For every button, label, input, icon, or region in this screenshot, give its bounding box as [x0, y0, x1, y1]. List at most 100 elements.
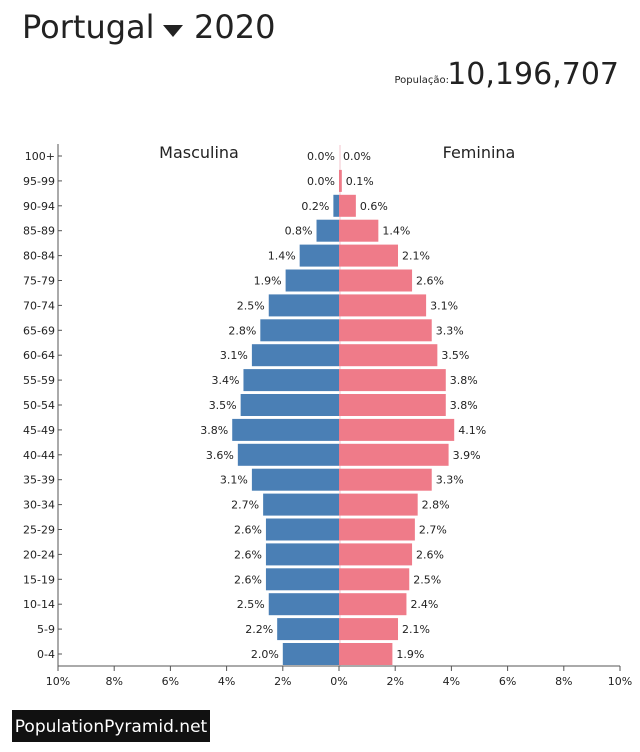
x-tick-label: 2%: [386, 675, 403, 688]
value-label: 3.8%: [450, 399, 478, 412]
x-tick-label: 0%: [330, 675, 347, 688]
bar: [265, 568, 339, 591]
value-label: 3.1%: [430, 299, 458, 312]
value-label: 0.0%: [307, 150, 335, 163]
x-tick-label: 4%: [218, 675, 235, 688]
bar: [339, 593, 407, 616]
bar: [265, 543, 339, 566]
y-tick-label: 25-29: [23, 524, 55, 537]
y-tick-label: 5-9: [37, 623, 55, 636]
bar: [339, 493, 418, 516]
value-label: 2.5%: [237, 299, 265, 312]
bar: [339, 543, 413, 566]
x-tick-label: 6%: [499, 675, 516, 688]
bar: [237, 443, 339, 466]
bar: [339, 269, 413, 292]
value-label: 1.9%: [254, 275, 282, 288]
bar: [285, 269, 339, 292]
y-tick-label: 70-74: [23, 299, 55, 312]
value-label: 2.5%: [413, 573, 441, 586]
value-label: 3.5%: [441, 349, 469, 362]
bar: [339, 244, 399, 267]
value-label: 2.6%: [234, 524, 262, 537]
value-label: 2.7%: [419, 524, 447, 537]
y-tick-label: 85-89: [23, 225, 55, 238]
bar: [260, 319, 339, 342]
y-tick-label: 60-64: [23, 349, 55, 362]
bar: [339, 518, 415, 541]
value-label: 2.5%: [237, 598, 265, 611]
value-label: 0.8%: [285, 225, 313, 238]
y-tick-label: 90-94: [23, 200, 55, 213]
x-tick-label: 8%: [555, 675, 572, 688]
bar: [316, 219, 339, 242]
value-label: 4.1%: [458, 424, 486, 437]
value-label: 2.4%: [410, 598, 438, 611]
bar: [251, 344, 339, 367]
bar: [339, 344, 438, 367]
value-label: 1.4%: [382, 225, 410, 238]
bar: [339, 618, 399, 641]
bar: [268, 593, 339, 616]
value-label: 3.4%: [212, 374, 240, 387]
value-label: 2.8%: [228, 324, 256, 337]
x-tick-label: 2%: [274, 675, 291, 688]
chart-title: Portugal: [22, 8, 155, 46]
x-tick-label: 10%: [608, 675, 632, 688]
bar: [265, 518, 339, 541]
bar: [339, 294, 427, 317]
bar: [339, 219, 379, 242]
y-tick-label: 15-19: [23, 573, 55, 586]
bar: [232, 418, 339, 441]
value-label: 2.7%: [231, 499, 259, 512]
value-label: 2.8%: [422, 499, 450, 512]
x-tick-label: 10%: [46, 675, 70, 688]
bar: [282, 643, 339, 665]
value-label: 3.8%: [200, 424, 228, 437]
value-label: 1.9%: [396, 648, 424, 661]
value-label: 0.0%: [307, 175, 335, 188]
value-label: 3.6%: [206, 449, 234, 462]
footer-badge[interactable]: [12, 710, 210, 742]
value-label: 2.6%: [416, 275, 444, 288]
y-tick-label: 20-24: [23, 548, 55, 561]
bar: [339, 194, 356, 217]
y-tick-label: 10-14: [23, 598, 55, 611]
bar: [277, 618, 339, 641]
footer-text[interactable]: PopulationPyramid.net: [15, 717, 208, 737]
bar: [299, 244, 339, 267]
bar: [339, 369, 446, 392]
value-label: 1.4%: [268, 250, 296, 263]
y-tick-label: 80-84: [23, 250, 55, 263]
bar: [339, 443, 449, 466]
bar: [339, 319, 432, 342]
y-tick-label: 30-34: [23, 499, 55, 512]
value-label: 2.6%: [416, 548, 444, 561]
bar: [339, 568, 410, 591]
bar: [339, 468, 432, 491]
value-label: 3.5%: [209, 399, 237, 412]
year[interactable]: 2020: [194, 8, 275, 46]
value-label: 2.2%: [245, 623, 273, 636]
y-tick-label: 65-69: [23, 324, 55, 337]
population-value: 10,196,707: [447, 57, 619, 92]
bar: [268, 294, 339, 317]
value-label: 0.6%: [360, 200, 388, 213]
dropdown-arrow[interactable]: [163, 25, 183, 37]
y-tick-label: 50-54: [23, 399, 55, 412]
bar: [240, 394, 339, 416]
y-tick-label: 45-49: [23, 424, 55, 437]
bar: [339, 643, 393, 665]
legend-label: Masculina: [159, 143, 239, 162]
value-label: 2.0%: [251, 648, 279, 661]
legend-label: Feminina: [443, 143, 516, 162]
value-label: 2.6%: [234, 573, 262, 586]
y-tick-label: 75-79: [23, 275, 55, 288]
x-tick-label: 8%: [105, 675, 122, 688]
value-label: 0.1%: [346, 175, 374, 188]
value-label: 2.1%: [402, 623, 430, 636]
y-tick-label: 0-4: [37, 648, 55, 661]
bar: [263, 493, 339, 516]
